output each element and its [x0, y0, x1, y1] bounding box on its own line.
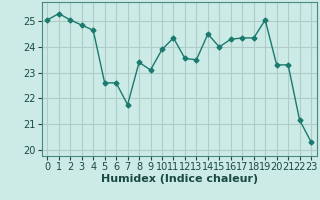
X-axis label: Humidex (Indice chaleur): Humidex (Indice chaleur) — [100, 174, 258, 184]
